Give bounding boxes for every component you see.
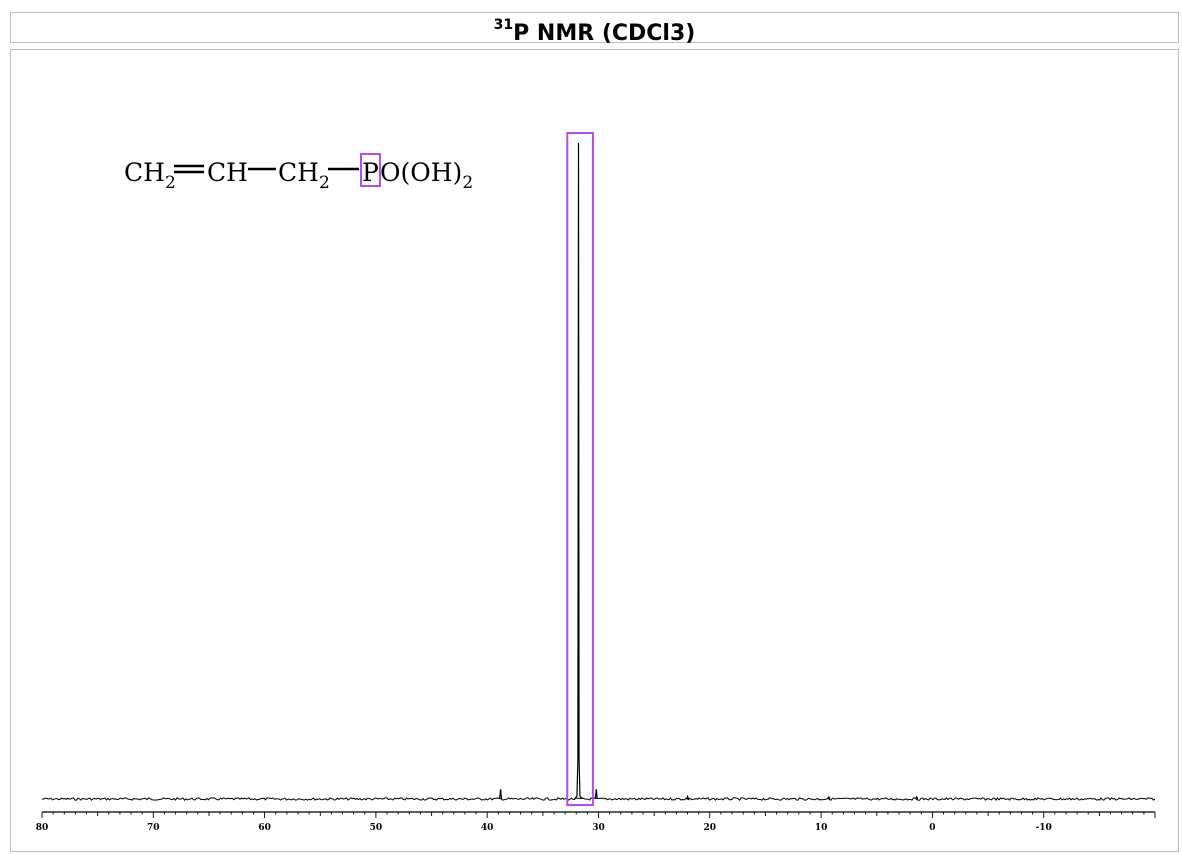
structure-ch-middle: CH (207, 158, 248, 187)
phosphorus-highlight-box (360, 153, 381, 187)
structure-ch-2: CH (278, 158, 319, 187)
x-tick-label: 10 (815, 823, 828, 833)
peak-highlight-box (566, 132, 594, 806)
svg-text:CH2: CH2 (124, 158, 176, 193)
structure-ch: CH (124, 158, 165, 187)
spectrum-peak-1 (498, 789, 503, 800)
chart-title: 31P NMR (CDCl3) (494, 17, 696, 47)
structure-subscript: 2 (165, 173, 176, 193)
spectrum-peak-0 (574, 142, 583, 800)
x-tick-label: 40 (481, 823, 494, 833)
x-tick-label: 50 (370, 823, 383, 833)
structure-subscript-3: 2 (462, 173, 473, 193)
x-tick-label: 0 (929, 823, 935, 833)
title-isotope-superscript: 31 (493, 17, 514, 33)
x-tick-label: -10 (1036, 823, 1052, 833)
x-tick-label: 20 (704, 823, 717, 833)
x-axis: 80 70 60 50 40 30 20 10 0 -10 (36, 811, 1156, 833)
structure-phosphorus: P (362, 158, 379, 187)
baseline-noise (41, 797, 1156, 802)
structure-subscript-2: 2 (319, 173, 330, 193)
x-tick-label: 80 (36, 823, 49, 833)
structure-hydroxyl: O(OH) (380, 158, 462, 187)
plot-area (10, 49, 1179, 852)
spectrum-peak-3 (685, 794, 690, 800)
x-tick-label: 70 (147, 823, 160, 833)
svg-text:CH2: CH2 (278, 158, 330, 193)
chemical-structure: CH2 CH CH2 P O(OH)2 (124, 153, 473, 193)
x-tick-label: 60 (258, 823, 271, 833)
title-text: P NMR (CDCl3) (513, 21, 696, 47)
spectrum-peak-5 (915, 795, 919, 800)
spectrum-peak-2 (594, 789, 598, 800)
svg-text:O(OH)2: O(OH)2 (380, 158, 473, 193)
chart-title-box: 31P NMR (CDCl3) (10, 12, 1179, 47)
spectrum-group (41, 132, 1156, 806)
spectrum-peak-4 (827, 795, 831, 800)
x-tick-label: 30 (592, 823, 605, 833)
